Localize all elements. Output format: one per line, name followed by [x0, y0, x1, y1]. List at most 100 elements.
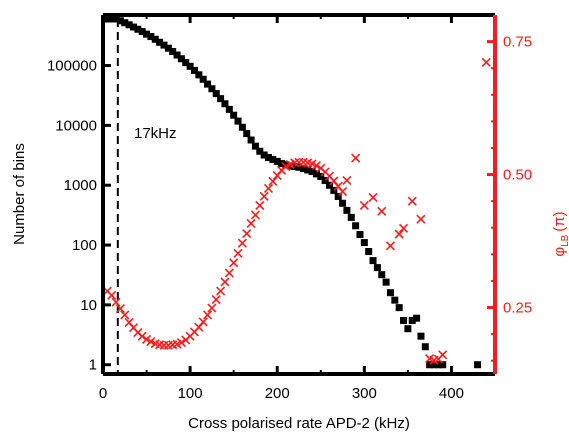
bins-point	[339, 199, 347, 207]
bins-point	[238, 123, 246, 131]
phase-point	[211, 294, 221, 305]
bins-point	[312, 170, 320, 178]
x-tick-label: 200	[265, 385, 290, 402]
bins-point	[330, 186, 338, 194]
bins-point	[156, 38, 164, 46]
bins-point	[147, 33, 155, 41]
bins-point	[308, 167, 316, 175]
bins-point	[129, 23, 137, 31]
bins-point	[143, 30, 151, 38]
bins-point	[169, 47, 177, 55]
phase-point	[220, 277, 230, 287]
phase-point	[368, 192, 378, 202]
phase-point	[438, 350, 448, 360]
bins-point	[108, 15, 116, 23]
y-left-tick-label: 1000	[64, 177, 97, 194]
y-right-subscript: LB	[560, 234, 569, 247]
bins-point	[173, 51, 181, 59]
bins-point	[317, 172, 325, 180]
bins-point	[164, 44, 172, 52]
x-axis-title: Cross polarised rate APD-2 (kHz)	[188, 415, 410, 432]
bins-point	[434, 361, 442, 369]
bins-point	[230, 111, 238, 119]
bins-point	[325, 181, 333, 189]
bins-point	[282, 161, 290, 169]
bins-point	[134, 25, 142, 33]
y-right-tick-label: 0.50	[503, 167, 532, 184]
phase-point	[141, 334, 152, 344]
bins-point	[386, 289, 394, 297]
bins-point	[365, 248, 373, 256]
bins-point	[373, 264, 381, 272]
x-tick-label: 100	[178, 385, 203, 402]
phase-point	[255, 200, 265, 210]
bins-point	[103, 15, 111, 23]
bins-point	[251, 142, 259, 150]
bins-point	[116, 17, 124, 25]
phase-point	[111, 297, 121, 307]
bins-point	[234, 117, 242, 125]
y-right-unit: (π)	[551, 211, 568, 231]
bins-point	[352, 222, 360, 230]
y-left-axis-title: Number of bins	[11, 143, 28, 245]
phase-point	[311, 160, 321, 171]
bins-point	[474, 361, 482, 369]
bins-point	[195, 71, 203, 79]
phase-point	[242, 229, 252, 239]
bins-point	[369, 257, 377, 265]
y-left-tick-label: 10	[80, 297, 97, 314]
bins-point	[291, 163, 299, 171]
bins-point	[190, 66, 198, 74]
phase-point	[250, 210, 261, 220]
bins-point	[304, 166, 312, 174]
bins-point	[391, 296, 399, 304]
bins-point	[199, 75, 207, 83]
bins-point	[430, 361, 438, 369]
phase-point	[481, 57, 491, 67]
phase-point	[385, 241, 396, 251]
bins-point	[439, 361, 447, 369]
phase-point	[107, 290, 117, 300]
x-tick-label: 0	[99, 385, 107, 402]
bins-point	[112, 15, 120, 23]
phase-point	[342, 175, 352, 185]
phase-point	[398, 223, 409, 233]
bins-point	[204, 80, 212, 88]
bins-point	[177, 55, 185, 63]
bins-point	[400, 316, 408, 324]
bins-point	[217, 95, 225, 103]
bins-point	[382, 278, 390, 286]
bins-point	[286, 162, 294, 170]
bins-point	[356, 231, 364, 239]
bins-point	[295, 163, 303, 171]
bins-point	[221, 100, 229, 108]
phase-point	[137, 331, 147, 341]
ticks: 0 100 200 300 400 1 10 100 1000 10000 100000 0.25 0.…	[47, 15, 532, 402]
bins-point	[404, 325, 412, 333]
y-right-tick-label: 0.75	[503, 34, 532, 51]
bins-point	[299, 165, 307, 173]
threshold-label: 17kHz	[134, 125, 177, 142]
bins-point	[417, 332, 425, 340]
bins-point	[269, 155, 277, 163]
phase-point	[416, 214, 426, 224]
bins-point	[360, 239, 368, 247]
phase-point	[237, 238, 247, 248]
phase-point	[259, 191, 269, 201]
bins-point	[378, 271, 386, 279]
phase-point	[202, 310, 213, 320]
y-left-tick-label: 1	[89, 357, 97, 374]
bins-point	[186, 62, 194, 70]
bins-point	[278, 160, 286, 168]
phase-point	[146, 336, 156, 347]
bins-point	[125, 21, 133, 29]
bins-point	[208, 85, 216, 93]
bins-point	[247, 136, 255, 144]
phase-series	[102, 57, 491, 365]
bins-point	[347, 213, 355, 221]
phase-point	[263, 183, 274, 193]
bins-point	[421, 343, 429, 351]
y-right-axis-title: φLB (π)	[551, 211, 569, 256]
bins-point	[408, 316, 416, 324]
y-left-tick-label: 100	[72, 237, 97, 254]
